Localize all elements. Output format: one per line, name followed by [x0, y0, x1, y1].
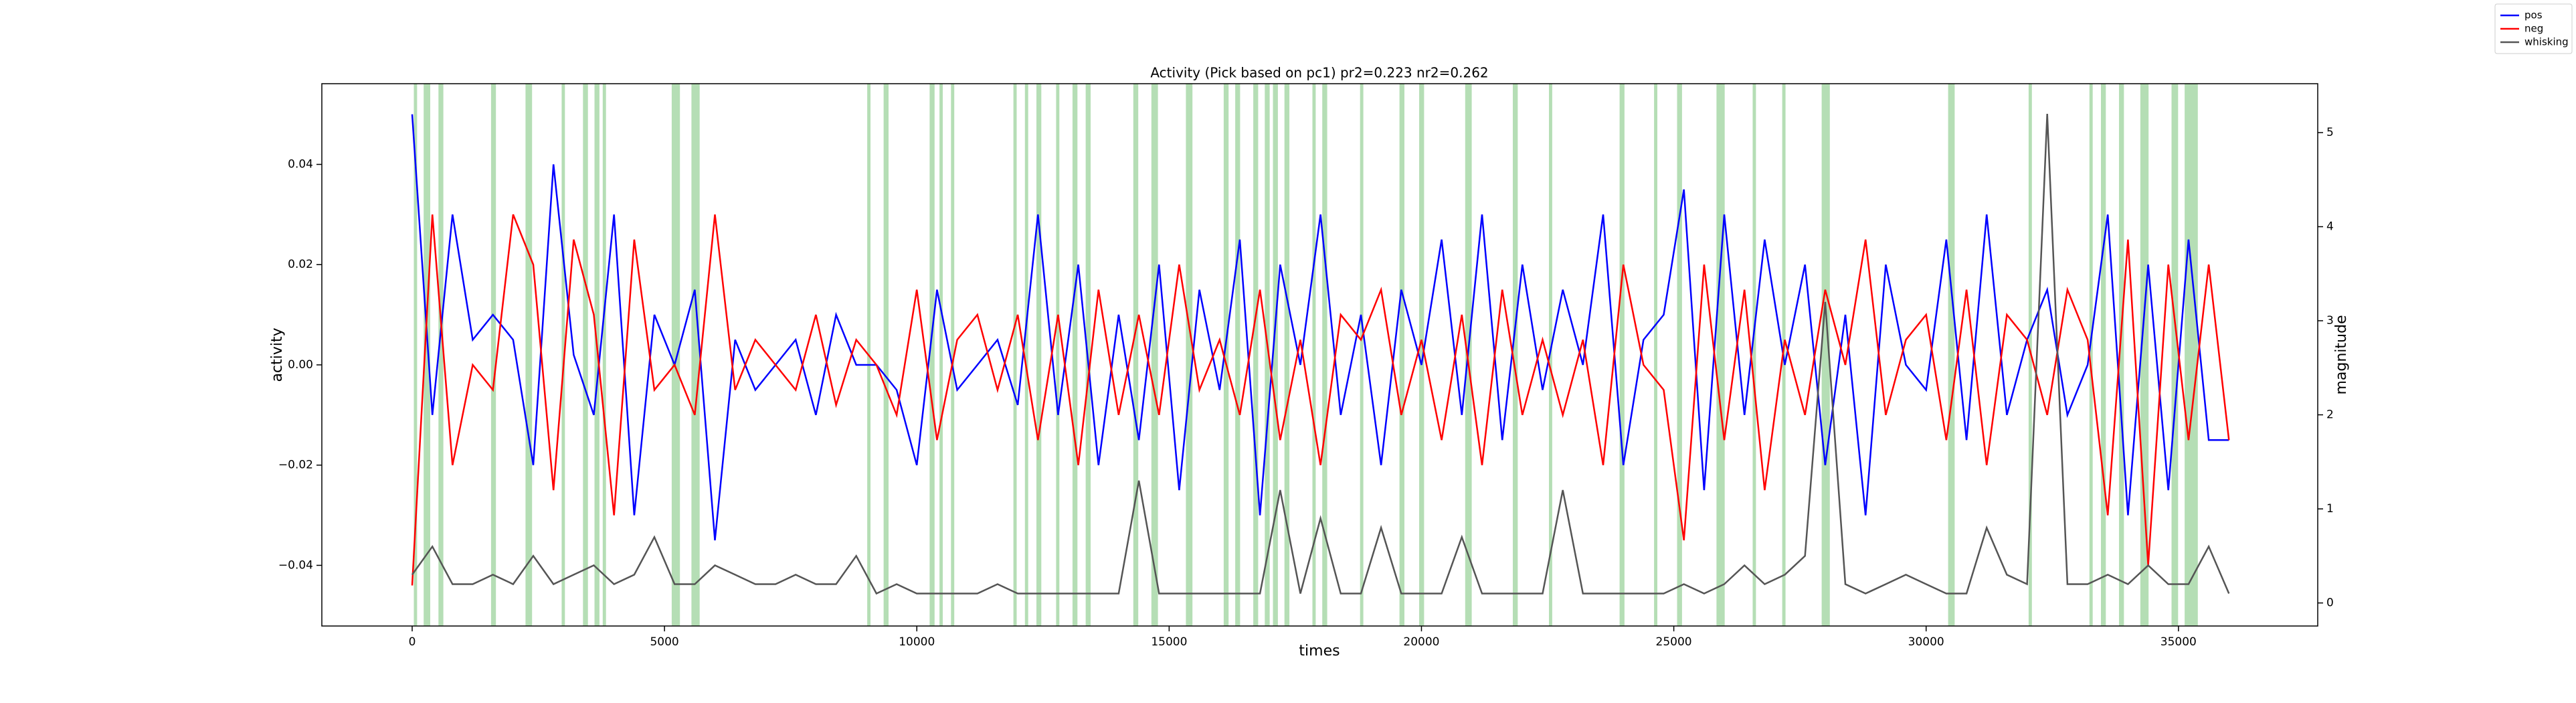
y2-tick-label: 2: [2326, 408, 2334, 422]
x-tick-label: 10000: [899, 635, 935, 649]
x-tick-label: 20000: [1403, 635, 1439, 649]
shaded-span: [2089, 84, 2093, 626]
y-tick-label: −0.04: [278, 558, 313, 572]
shaded-span: [1512, 84, 1518, 626]
shaded-span: [583, 84, 588, 626]
shaded-span: [939, 84, 943, 626]
shaded-span: [1036, 84, 1042, 626]
x-tick-label: 0: [409, 635, 416, 649]
shaded-span: [1821, 84, 1830, 626]
shaded-span: [2171, 84, 2179, 626]
shaded-span: [1312, 84, 1316, 626]
x-tick-label: 5000: [650, 635, 678, 649]
shaded-span: [1265, 84, 1270, 626]
shaded-span: [424, 84, 431, 626]
y2-tick-label: 3: [2326, 314, 2334, 327]
y2-tick-label: 5: [2326, 126, 2334, 139]
y-tick-label: −0.02: [278, 459, 313, 472]
y-tick-label: 0.02: [288, 258, 313, 271]
shaded-span: [951, 84, 955, 626]
shaded-span: [1419, 84, 1424, 626]
shaded-span: [2100, 84, 2106, 626]
shaded-span: [1752, 84, 1756, 626]
y2-tick-label: 1: [2326, 502, 2334, 516]
shaded-span: [1056, 84, 1060, 626]
shaded-span: [602, 84, 606, 626]
series-line: [411, 113, 2230, 595]
shaded-span: [1619, 84, 1625, 626]
shaded-span: [1133, 84, 1139, 626]
shaded-span: [1399, 84, 1404, 626]
x-tick-label: 35000: [2160, 635, 2197, 649]
plot-frame: [321, 83, 2318, 627]
shaded-span: [1024, 84, 1028, 626]
chart-title: Activity (Pick based on pc1) pr2=0.223 n…: [1150, 65, 1488, 81]
shaded-span: [1322, 84, 1327, 626]
y-axis-label: activity: [269, 327, 286, 382]
shaded-span: [1235, 84, 1240, 626]
shaded-span: [561, 84, 565, 626]
shaded-span: [1948, 84, 1955, 626]
shaded-span: [671, 84, 680, 626]
shaded-span: [1223, 84, 1229, 626]
x-tick-label: 15000: [1151, 635, 1187, 649]
series-line: [411, 114, 2229, 541]
shaded-span: [883, 84, 889, 626]
x-axis-label: times: [1299, 643, 1340, 659]
x-tick-label: 30000: [1908, 635, 1944, 649]
legend-label: neg: [2524, 23, 2543, 35]
shaded-span: [1284, 84, 1290, 626]
shaded-span: [2140, 84, 2149, 626]
shaded-span: [1273, 84, 1278, 626]
shaded-span: [1151, 84, 1158, 626]
shaded-span: [2118, 84, 2124, 626]
shaded-span: [413, 84, 418, 626]
legend-box: [2494, 3, 2573, 54]
shaded-span: [1548, 84, 1552, 626]
shaded-span: [1654, 84, 1658, 626]
shaded-span: [1716, 84, 1725, 626]
y2-axis-label: magnitude: [2333, 315, 2350, 394]
shaded-span: [1186, 84, 1193, 626]
shaded-span: [1677, 84, 1682, 626]
shaded-span: [2185, 84, 2198, 626]
shaded-span: [1253, 84, 1259, 626]
shaded-span: [525, 84, 533, 626]
legend-label: whisking: [2524, 36, 2569, 48]
shaded-span: [1360, 84, 1364, 626]
y2-tick-label: 0: [2326, 597, 2334, 610]
shaded-span: [1013, 84, 1017, 626]
series-line: [411, 214, 2230, 586]
shaded-span: [1072, 84, 1078, 626]
shaded-span: [929, 84, 935, 626]
y-tick-label: 0.00: [288, 358, 313, 372]
legend-label: pos: [2524, 9, 2543, 21]
shaded-span: [594, 84, 600, 626]
x-tick-label: 25000: [1656, 635, 1692, 649]
shaded-span: [691, 84, 700, 626]
shaded-span: [490, 84, 496, 626]
y-tick-label: 0.04: [288, 158, 313, 171]
y2-tick-label: 4: [2326, 220, 2334, 234]
shaded-span: [438, 84, 444, 626]
